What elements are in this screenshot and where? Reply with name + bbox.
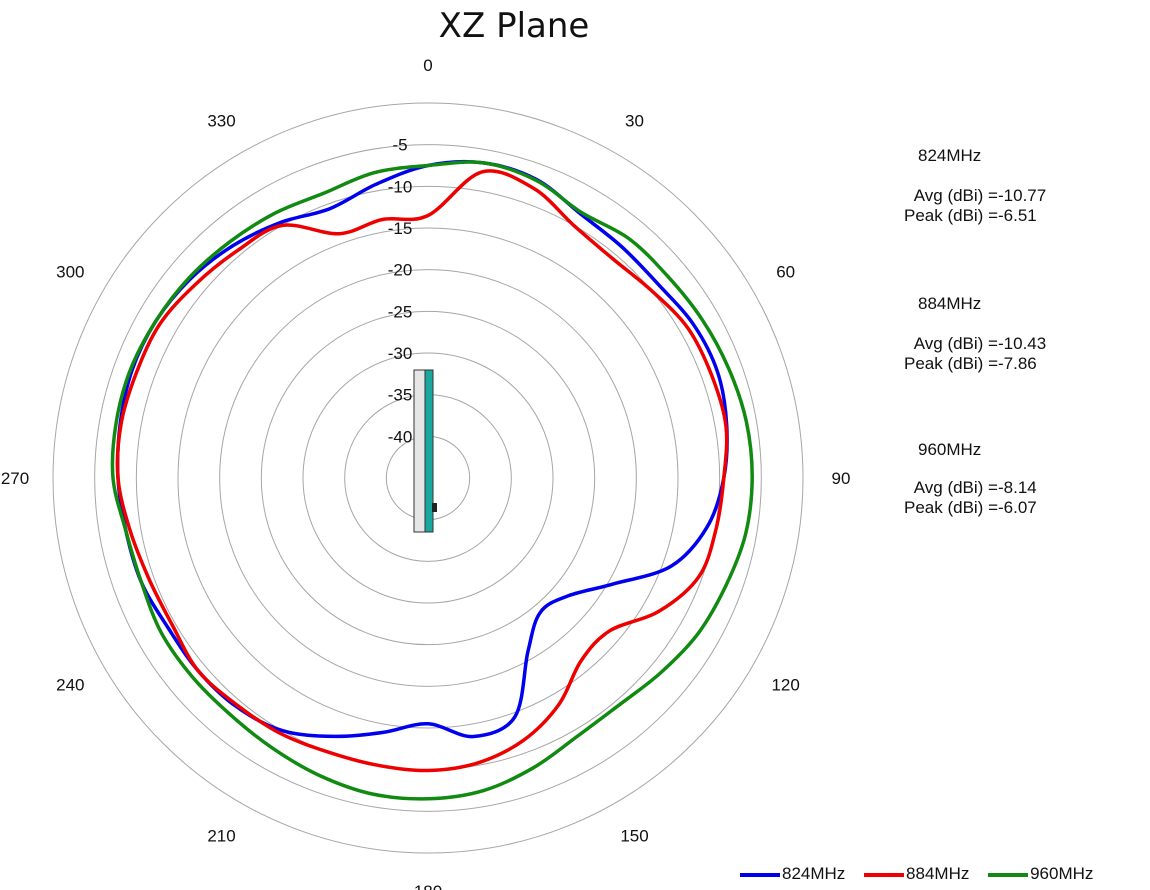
legend-item-884: 884MHz [864,864,969,884]
chart-title: XZ Plane [438,6,590,46]
angle-label: 210 [207,827,235,846]
angle-label: 180 [414,882,442,890]
avg-value: -10.77 [998,186,1047,205]
axis-labels: -5 -10 -15 -20 -25 -30 -35 -40 0 30 60 90 120 150 180 2… [1,56,851,890]
grid-ring [302,352,554,604]
legend-item-824: 824MHz [740,864,845,884]
grid-ring [52,102,804,854]
avg-label: Avg (dBi) = [913,334,998,353]
angle-label: 270 [1,469,29,488]
avg-value: -10.43 [998,334,1047,353]
polar-grid [52,102,804,854]
avg-label: Avg (dBi) = [913,478,998,497]
angle-label: 30 [625,111,644,130]
series-line-960MHz [110,160,754,801]
angle-label: 150 [620,827,648,846]
radial-tick-label: -15 [388,219,413,238]
radial-tick-label: -30 [388,344,413,363]
legend-label: 824MHz [782,864,846,883]
radial-tick-label: -20 [388,261,413,280]
legend-label: 884MHz [906,864,970,883]
grid-ring [260,310,596,646]
radial-tick-label: -40 [388,427,413,446]
legend-item-960: 960MHz [988,864,1093,884]
legend-swatch [740,872,780,877]
peak-value: -7.86 [998,354,1037,373]
angle-label: 0 [423,56,432,75]
series-line-884MHz [115,169,729,773]
avg-label: Avg (dBi) = [913,186,998,205]
angle-label: 330 [207,111,235,130]
legend-swatch [988,872,1029,877]
peak-value: -6.51 [998,206,1037,225]
radial-tick-label: -25 [388,302,413,321]
peak-label: Peak (dBi) = [903,206,998,225]
antenna-device-icon [413,369,437,533]
legend-label: 960MHz [1030,864,1094,883]
avg-value: -8.14 [998,478,1037,497]
legend: 824MHz 884MHz 960MHz [740,864,1107,884]
peak-label: Peak (dBi) = [903,354,998,373]
stats-frequency: 884MHz [918,294,982,313]
series-layer [110,159,754,801]
angle-label: 90 [832,469,851,488]
angle-label: 300 [56,263,84,282]
angle-label: 60 [776,263,795,282]
radial-tick-label: -10 [388,177,413,196]
grid-ring [94,144,762,812]
radial-tick-label: -5 [392,136,407,155]
stats-frequency: 824MHz [918,146,982,165]
angle-label: 240 [56,676,84,695]
stats-frequency: 960MHz [918,440,982,459]
peak-value: -6.07 [998,498,1037,517]
radial-tick-label: -35 [388,386,413,405]
angle-label: 120 [771,676,799,695]
grid-ring [219,269,637,687]
peak-label: Peak (dBi) = [903,498,998,517]
grid-ring [177,227,679,729]
legend-swatch [864,872,905,877]
